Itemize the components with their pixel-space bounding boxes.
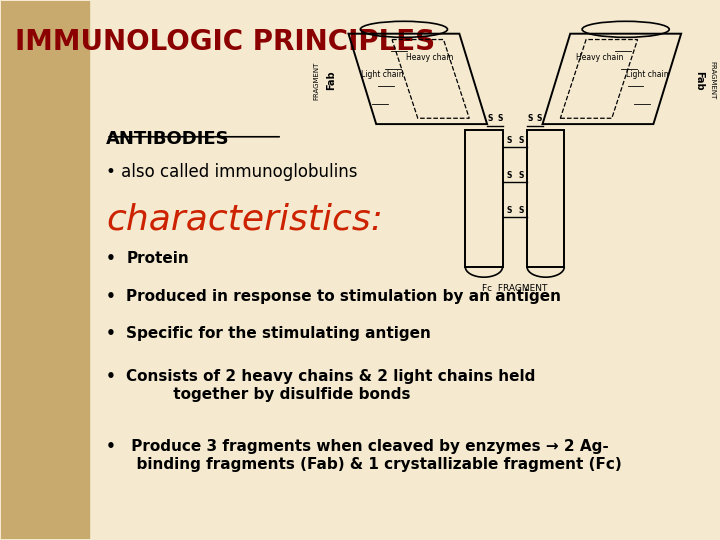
Text: S: S <box>506 206 511 215</box>
Text: IMMUNOLOGIC PRINCIPLES: IMMUNOLOGIC PRINCIPLES <box>15 28 435 56</box>
Text: •: • <box>107 251 116 266</box>
Text: ANTIBODIES: ANTIBODIES <box>107 130 230 148</box>
Text: S: S <box>518 171 523 180</box>
Text: Heavy chain: Heavy chain <box>406 52 454 62</box>
Text: S: S <box>497 114 503 123</box>
Text: •: • <box>107 439 116 454</box>
Text: FRAGMENT: FRAGMENT <box>314 61 320 99</box>
Text: •: • <box>107 289 116 304</box>
Text: characteristics:: characteristics: <box>107 203 383 237</box>
Text: S: S <box>506 171 511 180</box>
Text: Produced in response to stimulation by an antigen: Produced in response to stimulation by a… <box>127 289 562 304</box>
Text: Light chain: Light chain <box>361 70 403 79</box>
Text: Specific for the stimulating antigen: Specific for the stimulating antigen <box>127 326 431 341</box>
Text: Produce 3 fragments when cleaved by enzymes → 2 Ag-
  binding fragments (Fab) & : Produce 3 fragments when cleaved by enzy… <box>127 439 622 471</box>
Text: S: S <box>518 136 523 145</box>
Text: Fab: Fab <box>325 71 336 90</box>
Text: S: S <box>536 114 542 123</box>
Text: S: S <box>506 136 511 145</box>
Text: •: • <box>107 369 116 384</box>
Text: • also called immunoglobulins: • also called immunoglobulins <box>107 163 358 180</box>
Text: Light chain: Light chain <box>626 70 669 79</box>
Text: Fab: Fab <box>694 71 704 90</box>
Bar <box>1 2 89 538</box>
Text: Protein: Protein <box>127 251 189 266</box>
Text: •: • <box>107 326 116 341</box>
Text: FRAGMENT: FRAGMENT <box>710 61 716 99</box>
Text: Fc  FRAGMENT: Fc FRAGMENT <box>482 285 547 293</box>
Text: Consists of 2 heavy chains & 2 light chains held
         together by disulfide : Consists of 2 heavy chains & 2 light cha… <box>127 369 536 402</box>
Text: Heavy chain: Heavy chain <box>576 52 624 62</box>
Text: S: S <box>487 114 493 123</box>
Text: S: S <box>518 206 523 215</box>
Text: S: S <box>527 114 533 123</box>
